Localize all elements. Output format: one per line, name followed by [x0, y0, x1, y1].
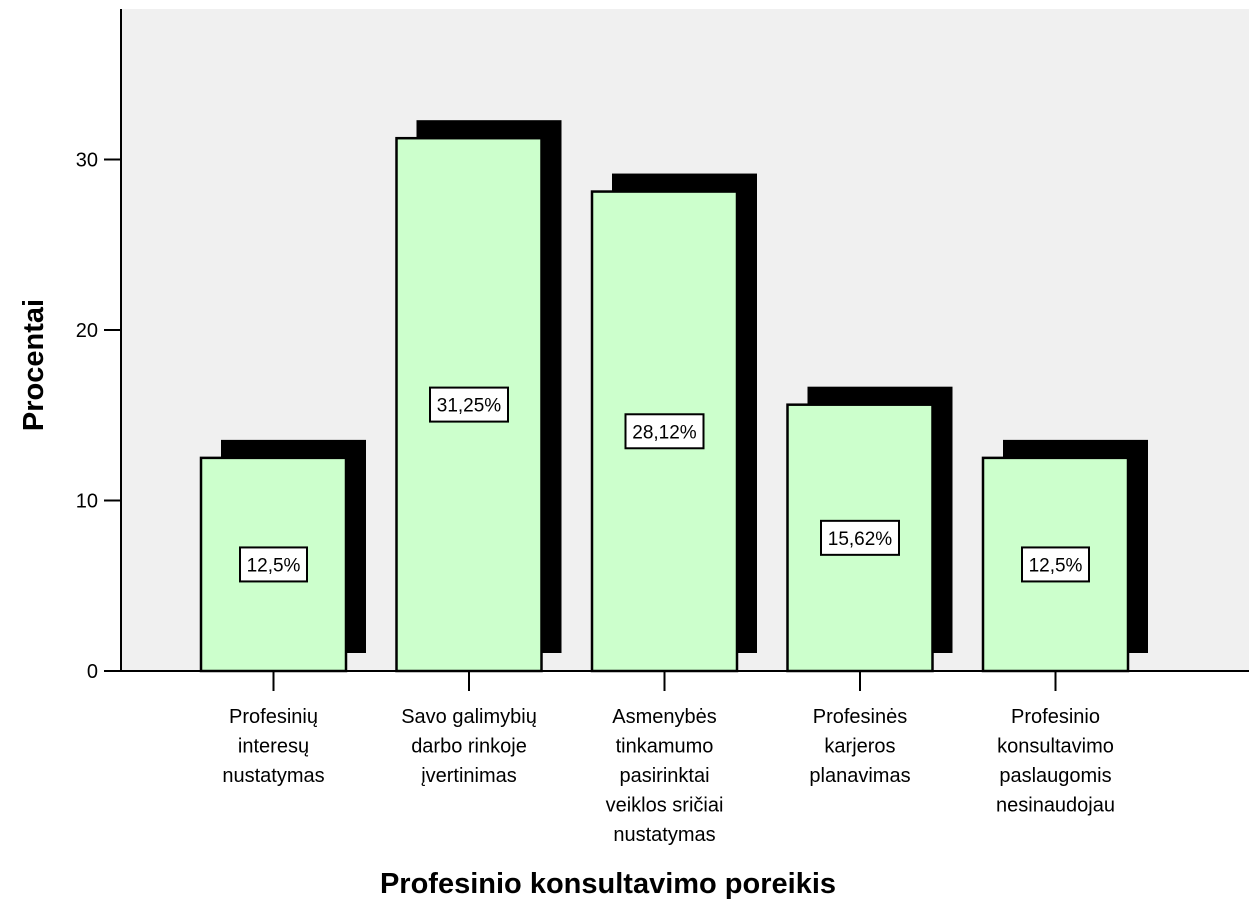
x-tick-label-line: veiklos sričiai	[606, 795, 724, 817]
x-tick-label-line: darbo rinkoje	[411, 736, 527, 758]
x-tick-label-line: konsultavimo	[997, 736, 1114, 758]
x-tick-label-line: įvertinimas	[421, 765, 517, 787]
data-label-box	[239, 546, 308, 583]
x-tick-label: Profesinio konsultavimo paslaugomis nesinau…	[996, 706, 1115, 817]
y-tick-label: 20	[76, 320, 98, 342]
x-tick-label-line: Profesinės	[813, 706, 908, 728]
data-label: 12,5%	[1029, 555, 1083, 576]
x-axis-title: Profesinio konsultavimo poreikis	[380, 868, 836, 900]
data-label: 31,25%	[437, 396, 502, 417]
y-tick-label: 0	[87, 661, 98, 683]
x-tick-label-line: Profesinių	[229, 706, 318, 728]
x-tick-label: Savo galimybių darbo rinkoje įvertinimas	[401, 706, 537, 787]
x-tick-label-line: Profesinio	[1011, 706, 1100, 728]
x-tick-label: Asmenybės tinkamumo pasirinktai veiklos sri…	[606, 706, 724, 846]
x-tick-label-line: Savo galimybių	[401, 706, 537, 728]
x-tick-label-line: Asmenybės	[612, 706, 717, 728]
data-label-box	[1021, 546, 1090, 583]
data-label: 15,62%	[828, 529, 893, 550]
x-axis-ticks: Profesinių interesų nustatymas Savo galimyb…	[222, 671, 1115, 846]
data-label-box	[820, 519, 900, 556]
x-tick-label-line: nesinaudojau	[996, 795, 1115, 817]
y-tick-label: 30	[76, 150, 98, 172]
data-label-box	[624, 413, 705, 450]
x-tick-label-line: planavimas	[809, 765, 910, 787]
data-label-box	[429, 386, 509, 423]
x-tick-label-line: karjeros	[824, 736, 895, 758]
x-tick-label-line: tinkamumo	[616, 736, 714, 758]
x-tick-label-line: nustatymas	[613, 824, 715, 846]
bars: 12,5% 31,25% 28,12% 15,62% 12,5%	[199, 120, 1148, 673]
x-tick-label-line: paslaugomis	[999, 765, 1111, 787]
x-tick-label-line: interesų	[238, 736, 309, 758]
x-tick-label: Profesinių interesų nustatymas	[222, 706, 324, 787]
data-label: 28,12%	[632, 422, 697, 443]
y-tick-label: 10	[76, 491, 98, 513]
data-label: 12,5%	[247, 555, 301, 576]
x-tick-label: Profesinės karjeros planavimas	[809, 706, 910, 787]
x-tick-label-line: nustatymas	[222, 765, 324, 787]
y-axis-title: Procentai	[18, 299, 50, 431]
y-axis-ticks: 0 10 20 30	[76, 150, 121, 683]
x-tick-label-line: pasirinktai	[619, 765, 709, 787]
